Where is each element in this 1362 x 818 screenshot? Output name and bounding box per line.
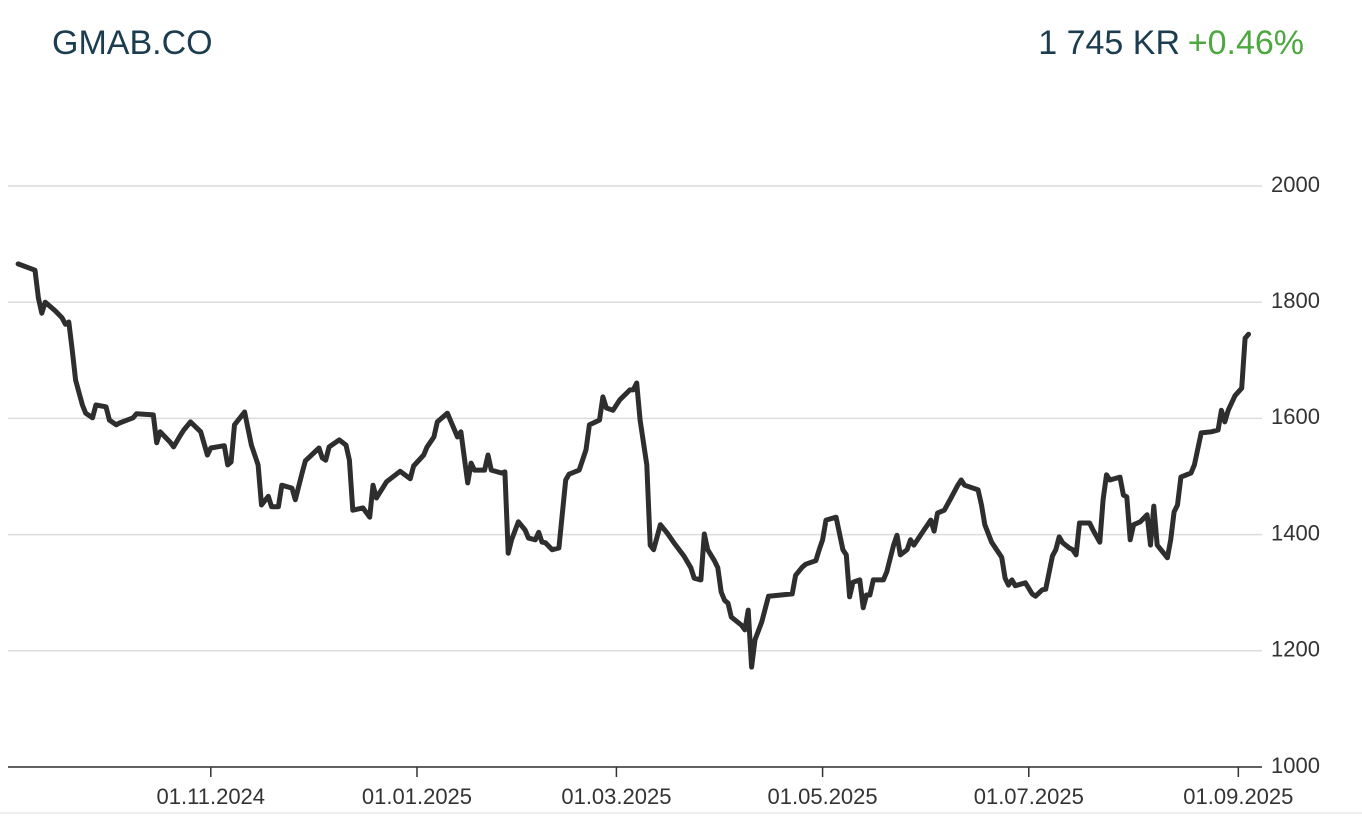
y-tick-label: 1800	[1271, 288, 1320, 313]
y-tick-label: 2000	[1271, 172, 1320, 197]
x-tick-label: 01.05.2025	[768, 784, 878, 809]
x-tick-label: 01.11.2024	[157, 784, 265, 809]
y-tick-label: 1200	[1271, 637, 1320, 662]
price: 1 745 KR	[1038, 24, 1180, 62]
x-tick-label: 01.09.2025	[1183, 784, 1293, 809]
x-tick-label: 01.01.2025	[362, 784, 472, 809]
y-tick-label: 1000	[1271, 753, 1320, 778]
x-tick-label: 01.07.2025	[974, 784, 1084, 809]
y-tick-label: 1600	[1271, 404, 1320, 429]
x-tick-label: 01.03.2025	[561, 784, 671, 809]
price-change: +0.46%	[1188, 24, 1304, 62]
price-line	[15, 261, 1251, 670]
y-tick-label: 1400	[1271, 520, 1320, 545]
chart-title: GMAB.CO	[52, 24, 213, 62]
